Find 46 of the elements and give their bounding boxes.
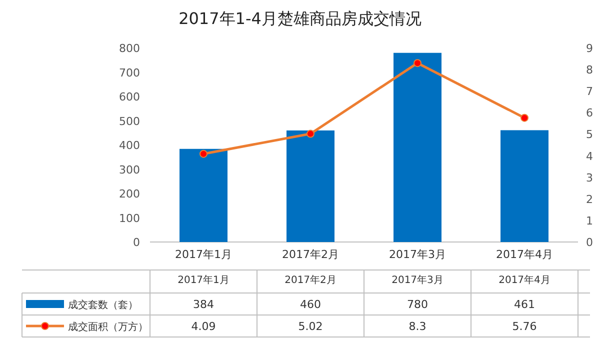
data-label: 461 bbox=[514, 298, 535, 311]
y2-tick-label: 0 bbox=[586, 236, 593, 249]
y-tick-label: 700 bbox=[119, 66, 140, 80]
data-label: 780 bbox=[407, 298, 428, 311]
legend-label: 成交套数（套） bbox=[68, 299, 138, 311]
bar bbox=[286, 130, 334, 242]
category-label: 2017年3月 bbox=[392, 275, 444, 286]
y-tick-label: 100 bbox=[119, 212, 140, 225]
point bbox=[520, 114, 528, 122]
data-label: 5.02 bbox=[298, 320, 323, 333]
y-tick-label: 0 bbox=[133, 236, 140, 249]
data-label: 460 bbox=[300, 298, 321, 311]
y2-tick-label: 7 bbox=[586, 85, 593, 98]
y2-tick-label: 2 bbox=[586, 192, 593, 206]
data-label: 8.3 bbox=[408, 320, 426, 333]
y-tick-label: 300 bbox=[119, 163, 140, 176]
data-label: 384 bbox=[193, 298, 214, 311]
point bbox=[306, 130, 314, 138]
x-tick-label: 2017年4月 bbox=[496, 248, 553, 261]
bar bbox=[180, 148, 228, 242]
category-label: 2017年4月 bbox=[498, 275, 550, 286]
x-tick-label: 2017年3月 bbox=[389, 248, 446, 261]
y2-tick-label: 3 bbox=[586, 171, 593, 184]
y2-tick-label: 5 bbox=[586, 128, 593, 142]
chart-title: 2017年1-4月楚雄商品房成交情况 bbox=[178, 9, 422, 28]
y2-tick-label: 1 bbox=[586, 214, 593, 228]
data-label: 5.76 bbox=[512, 320, 537, 333]
point bbox=[414, 59, 422, 68]
y2-tick-label: 8 bbox=[586, 64, 593, 77]
x-tick-label: 2017年2月 bbox=[282, 248, 339, 261]
point bbox=[200, 150, 208, 158]
y-tick-label: 800 bbox=[119, 42, 140, 55]
category-label: 2017年1月 bbox=[178, 275, 230, 286]
y2-tick-label: 4 bbox=[586, 150, 593, 163]
y2-tick-label: 6 bbox=[586, 106, 593, 120]
y-tick-label: 600 bbox=[119, 90, 140, 104]
x-tick-label: 2017年1月 bbox=[175, 248, 232, 261]
data-label: 4.09 bbox=[191, 320, 216, 333]
y-tick-label: 400 bbox=[119, 139, 140, 152]
bar bbox=[394, 52, 442, 242]
bar bbox=[500, 130, 548, 242]
y-tick-label: 500 bbox=[119, 114, 140, 128]
y2-tick-label: 9 bbox=[586, 42, 593, 55]
category-label: 2017年2月 bbox=[284, 275, 336, 286]
y-tick-label: 200 bbox=[119, 188, 140, 200]
legend-label: 成交面积（万方） bbox=[68, 321, 148, 333]
